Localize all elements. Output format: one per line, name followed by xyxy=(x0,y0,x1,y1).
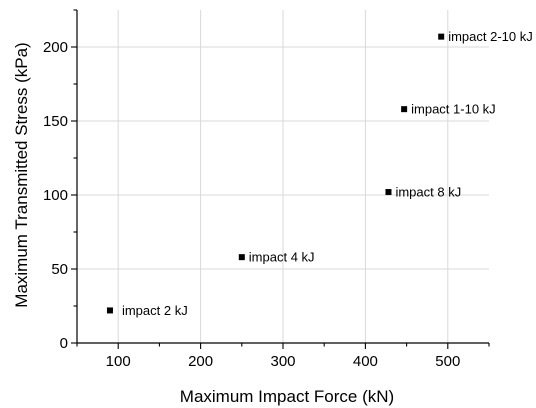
data-point xyxy=(438,33,445,40)
x-tick-label: 200 xyxy=(188,353,213,370)
y-tick-label: 100 xyxy=(43,187,68,204)
y-tick-label: 50 xyxy=(51,261,68,278)
y-tick-label: 200 xyxy=(43,39,68,56)
data-point xyxy=(401,106,408,113)
y-tick-label: 0 xyxy=(60,335,68,352)
x-axis-title: Maximum Impact Force (kN) xyxy=(180,387,394,406)
x-tick-label: 500 xyxy=(435,353,460,370)
x-tick-label: 300 xyxy=(270,353,295,370)
y-axis-title: Maximum Transmitted Stress (kPa) xyxy=(12,42,31,307)
data-point xyxy=(385,189,392,196)
data-point xyxy=(106,307,113,314)
data-label: impact 4 kJ xyxy=(249,250,315,265)
y-tick-label: 150 xyxy=(43,113,68,130)
x-tick-label: 100 xyxy=(106,353,131,370)
data-point xyxy=(238,254,245,261)
data-label: impact 2-10 kJ xyxy=(448,29,533,44)
ticks: 100 200 300 400 500 0 50 100 150 200 xyxy=(43,9,490,370)
x-tick-label: 400 xyxy=(353,353,378,370)
grid xyxy=(77,10,489,343)
data-label: impact 1-10 kJ xyxy=(411,102,496,117)
data-label: impact 2 kJ xyxy=(122,303,188,318)
data-label: impact 8 kJ xyxy=(395,185,461,200)
data-points: impact 2 kJ impact 4 kJ impact 8 kJ impact … xyxy=(106,29,533,318)
